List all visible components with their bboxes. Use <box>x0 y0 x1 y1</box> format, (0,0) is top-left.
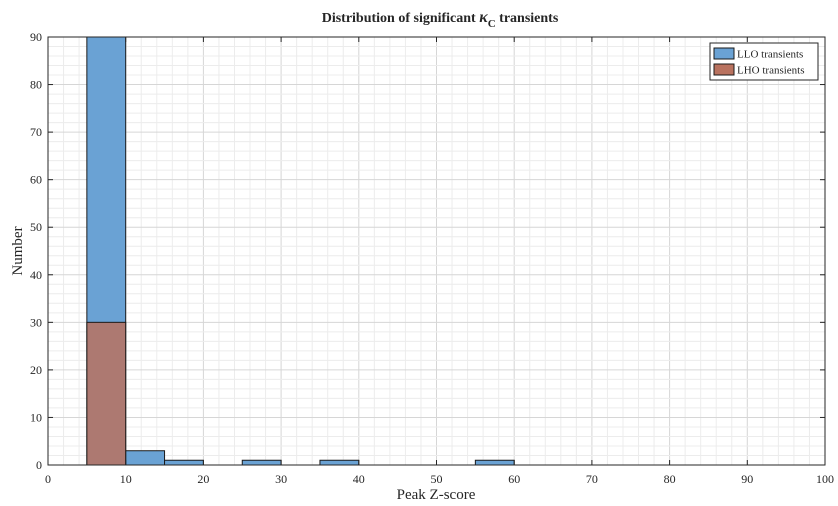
bars <box>86 36 515 466</box>
llo-transients-bar <box>164 459 204 466</box>
y-tick-label: 10 <box>30 410 42 424</box>
lho-transients-bar <box>86 321 127 466</box>
y-tick-label: 60 <box>30 173 42 187</box>
y-tick-label: 50 <box>30 220 42 234</box>
y-tick-label: 30 <box>30 315 42 329</box>
chart-title-kappa: κ <box>479 9 488 26</box>
x-tick-label: 30 <box>275 472 287 486</box>
llo-transients-legend-swatch <box>713 47 735 60</box>
x-tick-label: 60 <box>508 472 520 486</box>
y-tick-label: 0 <box>36 458 42 472</box>
llo-transients-bar <box>241 459 282 466</box>
x-tick-label: 0 <box>45 472 51 486</box>
ticks <box>47 36 826 466</box>
y-tick-label: 90 <box>30 30 42 44</box>
y-tick-label: 70 <box>30 125 42 139</box>
x-tick-label: 80 <box>664 472 676 486</box>
chart-title-rest: transients <box>496 11 559 26</box>
x-tick-label: 50 <box>431 472 443 486</box>
llo-transients-legend-label: LLO transients <box>737 49 803 61</box>
llo-transients-bar <box>125 450 166 466</box>
chart-title-main: Distribution of significant <box>322 11 480 26</box>
x-tick-label: 40 <box>353 472 365 486</box>
x-tick-label: 20 <box>197 472 209 486</box>
x-tick-label: 100 <box>816 472 834 486</box>
llo-transients-bar <box>319 459 360 466</box>
lho-transients-legend-swatch <box>713 63 735 76</box>
x-tick-label: 70 <box>586 472 598 486</box>
lho-transients-legend-label: LHO transients <box>737 65 805 77</box>
y-tick-label: 40 <box>30 268 42 282</box>
tick-labels: 0 10 20 30 40 50 60 70 80 90 100 0 10 20 30 40 50 60 70 80 9… <box>30 30 834 486</box>
legend: LLO transients LHO transients <box>709 42 819 81</box>
y-axis-label: Number <box>10 226 26 275</box>
llo-transients-bar <box>474 459 515 466</box>
chart-title-subscript: C <box>488 18 496 30</box>
x-tick-label: 90 <box>741 472 753 486</box>
chart-title: Distribution of significant κC transient… <box>322 9 559 30</box>
y-tick-label: 20 <box>30 363 42 377</box>
x-tick-label: 10 <box>120 472 132 486</box>
x-axis-label: Peak Z-score <box>397 487 476 503</box>
y-tick-label: 80 <box>30 78 42 92</box>
